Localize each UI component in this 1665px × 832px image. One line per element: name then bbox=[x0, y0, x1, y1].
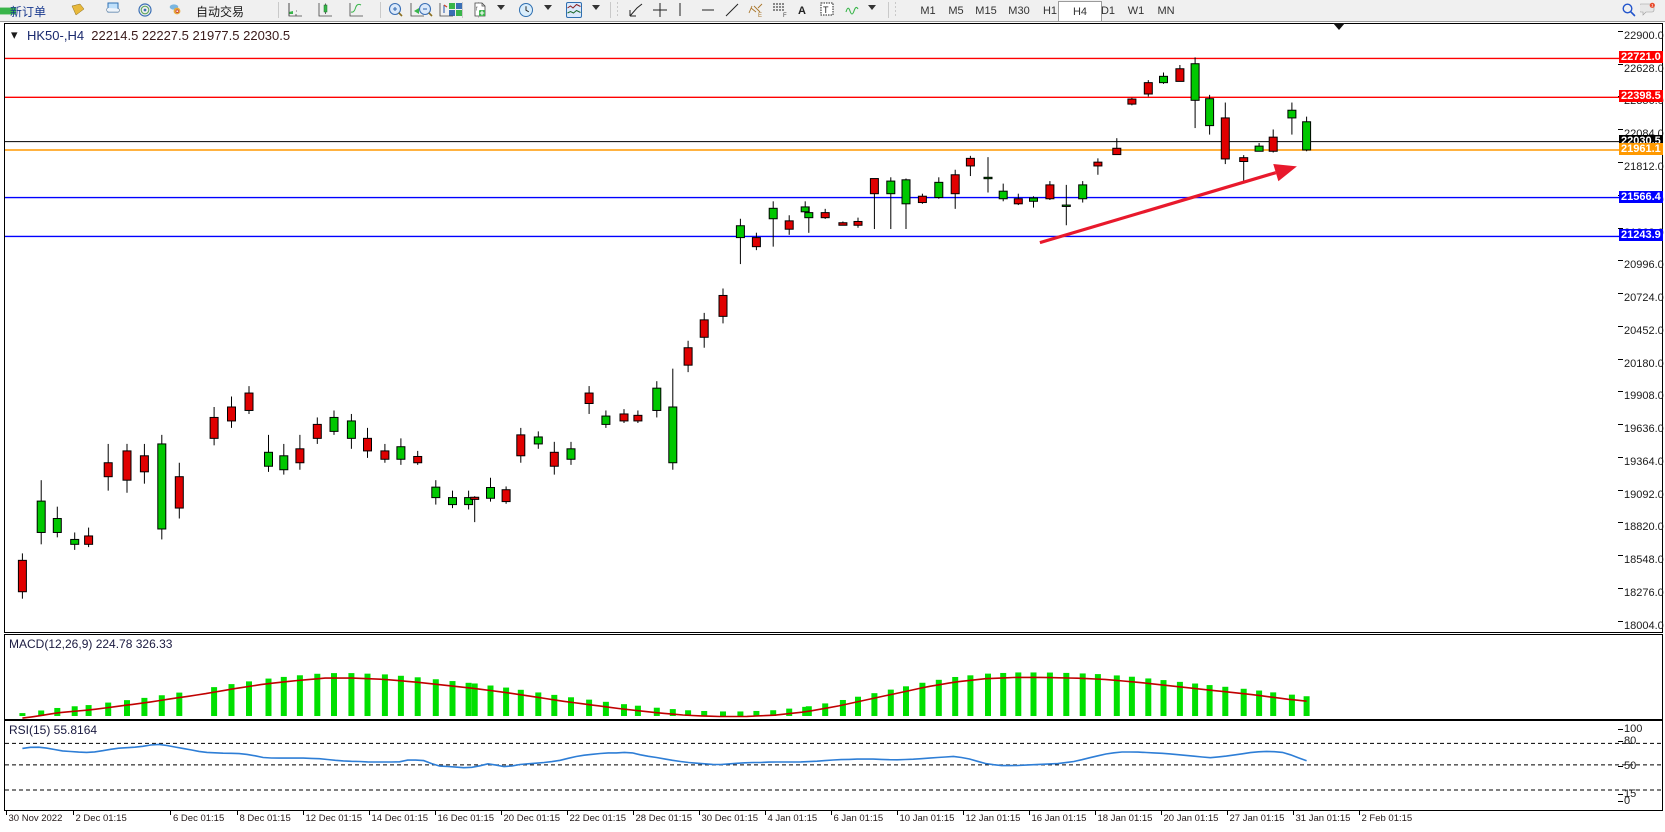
svg-text:1: 1 bbox=[1651, 4, 1653, 8]
svg-text:T: T bbox=[823, 5, 829, 15]
svg-text:E: E bbox=[758, 13, 762, 18]
svg-text:A: A bbox=[798, 5, 806, 17]
svg-text:F: F bbox=[783, 13, 787, 18]
